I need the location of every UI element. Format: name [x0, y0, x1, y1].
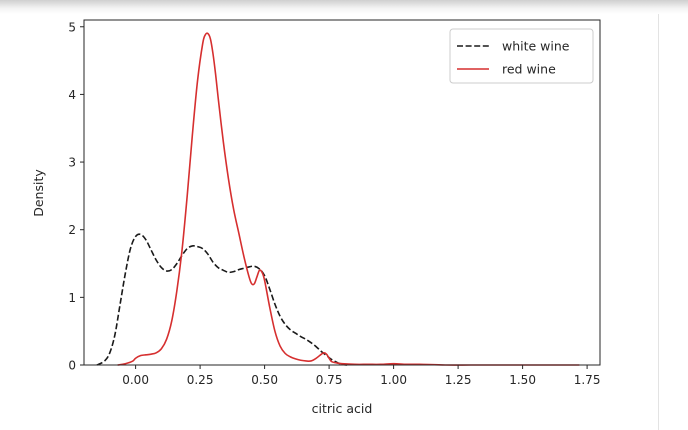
panel-divider: [658, 14, 659, 430]
x-tick-label: 0.50: [251, 373, 278, 387]
x-tick-label: 1.75: [574, 373, 601, 387]
series-line-red-wine: [117, 32, 580, 366]
y-axis-label: Density: [31, 169, 46, 217]
series-lines: [96, 32, 580, 366]
x-tick-label: 1.00: [380, 373, 407, 387]
window-top-edge: [0, 0, 688, 14]
legend-label-red-wine: red wine: [502, 62, 556, 77]
y-tick-label: 3: [68, 156, 76, 170]
x-axis-ticks: 0.00 0.25 0.50 0.75 1.00 1.25 1.50 1.75: [122, 365, 600, 387]
y-tick-label: 4: [68, 88, 76, 102]
y-axis-ticks: 0 1 2 3 4 5: [68, 20, 84, 373]
y-tick-label: 1: [68, 291, 76, 305]
x-axis-label: citric acid: [312, 401, 373, 416]
x-tick-label: 0.00: [122, 373, 149, 387]
x-tick-label: 0.75: [316, 373, 343, 387]
series-line-white-wine: [96, 233, 348, 366]
y-tick-label: 5: [68, 20, 76, 34]
x-tick-label: 1.50: [509, 373, 536, 387]
legend: white wine red wine: [449, 28, 594, 84]
x-tick-label: 0.25: [187, 373, 214, 387]
plot-frame: [83, 19, 601, 366]
legend-label-white-wine: white wine: [502, 39, 570, 54]
x-tick-label: 1.25: [445, 373, 472, 387]
y-tick-label: 0: [68, 359, 76, 373]
y-tick-label: 2: [68, 223, 76, 237]
